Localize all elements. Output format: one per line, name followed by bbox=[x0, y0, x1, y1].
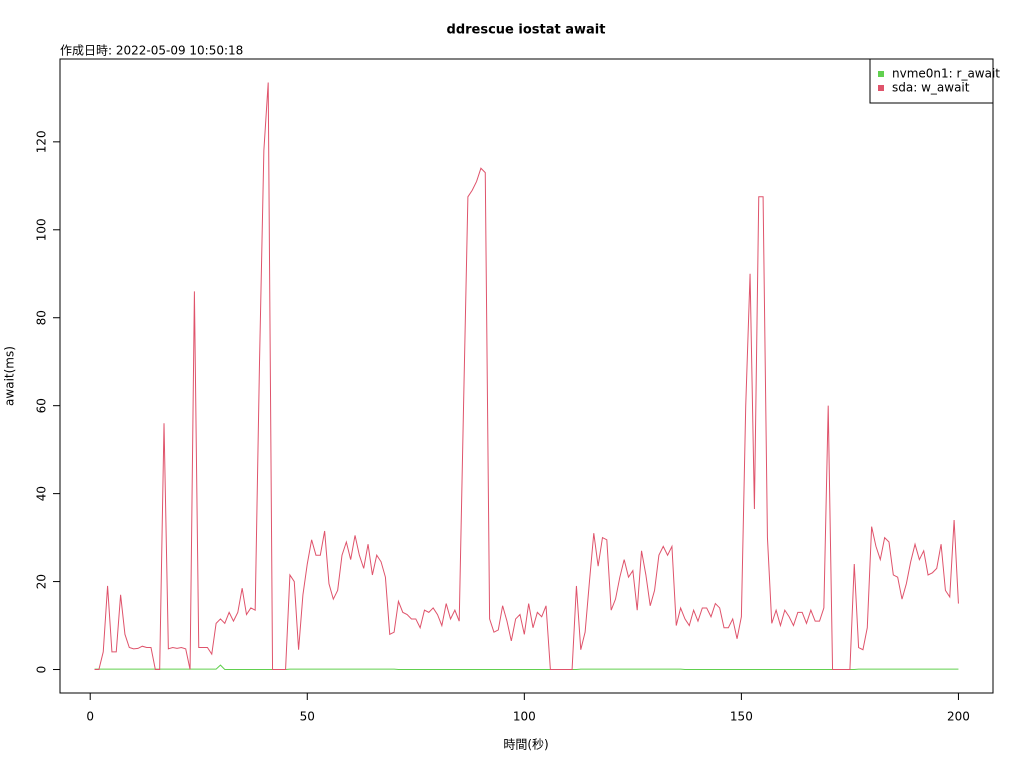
y-tick-label: 80 bbox=[35, 310, 49, 325]
x-tick-label: 100 bbox=[513, 710, 536, 724]
data-line bbox=[94, 82, 959, 671]
data-line bbox=[94, 664, 959, 671]
x-tick-label: 150 bbox=[730, 710, 753, 724]
x-axis-label: 時間(秒) bbox=[503, 738, 548, 752]
subtitle: 作成日時: 2022-05-09 10:50:18 bbox=[60, 44, 243, 58]
y-tick-label: 20 bbox=[35, 574, 49, 589]
x-tick-label: 0 bbox=[86, 710, 94, 724]
y-tick-label: 40 bbox=[35, 486, 49, 501]
y-tick-label: 100 bbox=[35, 218, 49, 241]
legend-box bbox=[869, 58, 994, 104]
y-tick-label: 120 bbox=[35, 130, 49, 153]
chart-title: ddrescue iostat await bbox=[447, 23, 606, 38]
x-tick-label: 50 bbox=[300, 710, 315, 724]
y-tick-label: 60 bbox=[35, 398, 49, 413]
legend-swatch bbox=[878, 85, 884, 91]
legend-label: nvme0n1: r_await bbox=[892, 67, 1000, 81]
x-tick-label: 200 bbox=[947, 710, 970, 724]
legend-label: sda: w_await bbox=[892, 81, 970, 95]
legend-swatch bbox=[878, 71, 884, 77]
y-tick-label: 0 bbox=[35, 666, 49, 674]
y-axis-label: await(ms) bbox=[3, 346, 17, 406]
